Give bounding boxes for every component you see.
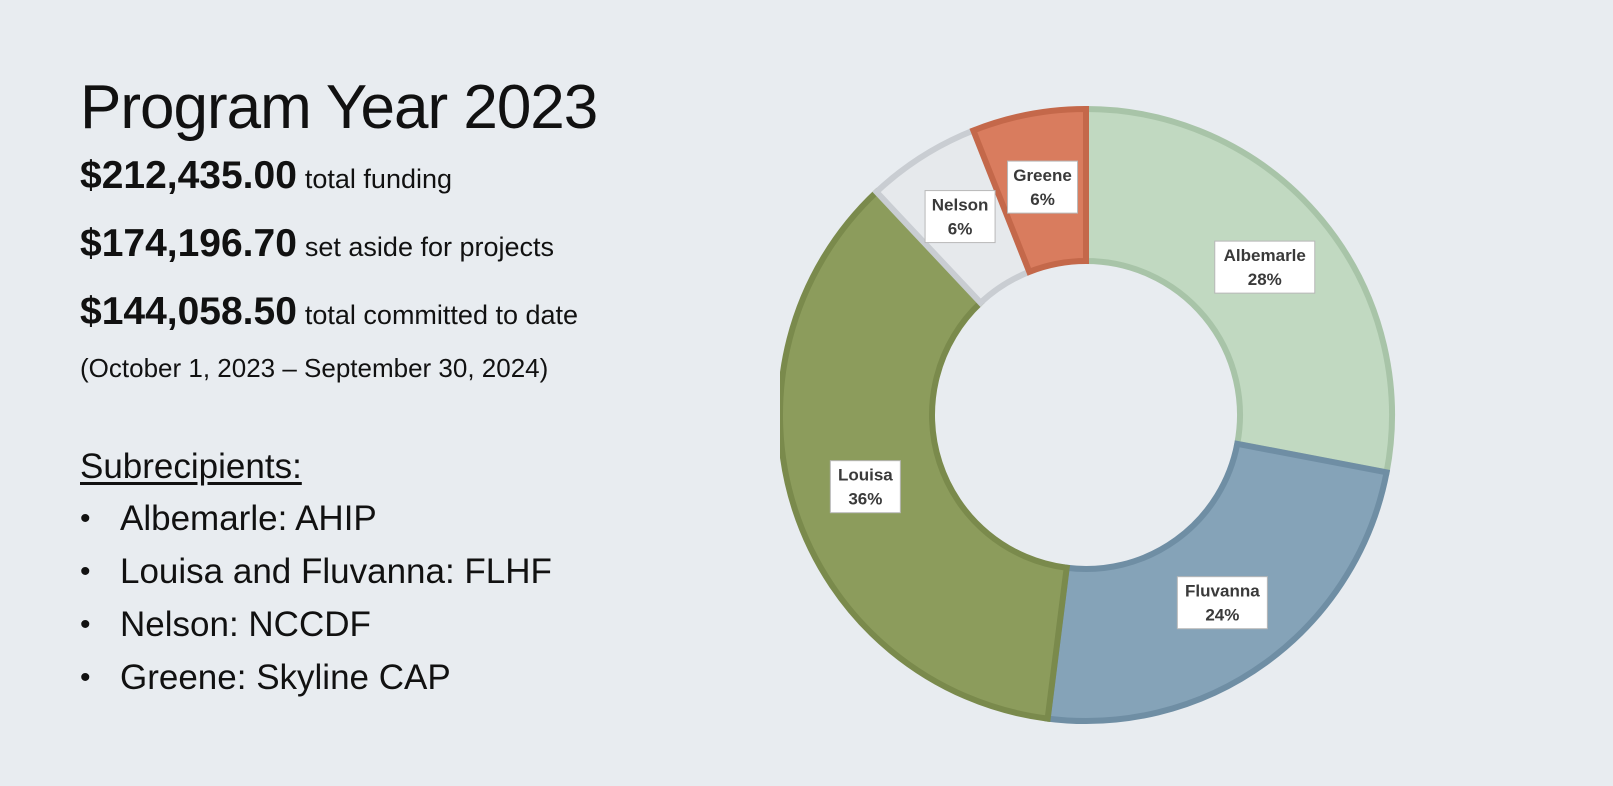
data-label-name: Louisa — [838, 466, 893, 485]
data-label-value: 6% — [1030, 190, 1055, 209]
funding-label: total funding — [304, 164, 453, 194]
data-label-value: 36% — [848, 490, 882, 509]
data-label-box — [924, 190, 996, 244]
list-item: • Albemarle: AHIP — [80, 492, 552, 545]
funding-amount: $174,196.70 — [80, 222, 297, 265]
list-item: • Nelson: NCCDF — [80, 598, 552, 651]
data-label-name: Fluvanna — [1185, 582, 1260, 601]
data-label-name: Albemarle — [1224, 246, 1306, 265]
bullet-icon: • — [80, 661, 91, 694]
funding-amount: $212,435.00 — [80, 154, 297, 197]
funding-projects-row: $174,196.70 set aside for projects — [80, 214, 740, 282]
data-label-box — [1214, 240, 1316, 294]
list-item: • Louisa and Fluvanna: FLHF — [80, 545, 552, 598]
subrecipient-text: Albemarle: AHIP — [120, 499, 377, 538]
data-label-greene: Greene 6% — [1007, 160, 1079, 214]
data-label-value: 24% — [1205, 606, 1239, 625]
data-label-nelson: Nelson 6% — [924, 190, 996, 244]
bullet-icon: • — [80, 608, 91, 641]
data-label-louisa: Louisa 36% — [829, 460, 901, 514]
data-label-box — [1007, 160, 1079, 214]
data-label-name: Greene — [1013, 166, 1072, 185]
subrecipient-text: Nelson: NCCDF — [120, 605, 371, 644]
data-label-albemarle: Albemarle 28% — [1214, 240, 1316, 294]
bullet-icon: • — [80, 502, 91, 535]
funding-label: set aside for projects — [304, 232, 555, 262]
subrecipient-text: Louisa and Fluvanna: FLHF — [120, 552, 552, 591]
subrecipients-list: • Albemarle: AHIP • Louisa and Fluvanna: F… — [80, 492, 552, 704]
bullet-icon: • — [80, 555, 91, 588]
subrecipient-text: Greene: Skyline CAP — [120, 658, 451, 697]
list-item: • Greene: Skyline CAP — [80, 651, 552, 704]
data-label-fluvanna: Fluvanna 24% — [1176, 576, 1268, 630]
subrecipients-heading: Subrecipients: — [80, 447, 302, 486]
page-title: Program Year 2023 — [80, 73, 598, 142]
donut-chart-svg: Albemarle 28% Fluvanna 24% Louisa 36% Nelson 6%… — [777, 105, 1395, 724]
summary-panel: Program Year 2023 $212,435.00 total fundi… — [80, 70, 740, 388]
funding-amount: $144,058.50 — [80, 290, 297, 333]
data-label-box — [829, 460, 901, 514]
funding-total-row: $212,435.00 total funding — [80, 146, 740, 214]
donut-chart: Albemarle 28% Fluvanna 24% Louisa 36% Nelson 6%… — [777, 92, 1440, 762]
funding-committed-row: $144,058.50 total committed to date — [80, 282, 740, 350]
program-period: (October 1, 2023 – September 30, 2024) — [80, 353, 549, 383]
data-label-value: 28% — [1248, 270, 1282, 289]
data-label-value: 6% — [948, 220, 973, 239]
data-label-box — [1176, 576, 1268, 630]
funding-label: total committed to date — [304, 300, 579, 330]
data-label-name: Nelson — [932, 196, 989, 215]
donut-slice-louisa — [777, 187, 1071, 722]
